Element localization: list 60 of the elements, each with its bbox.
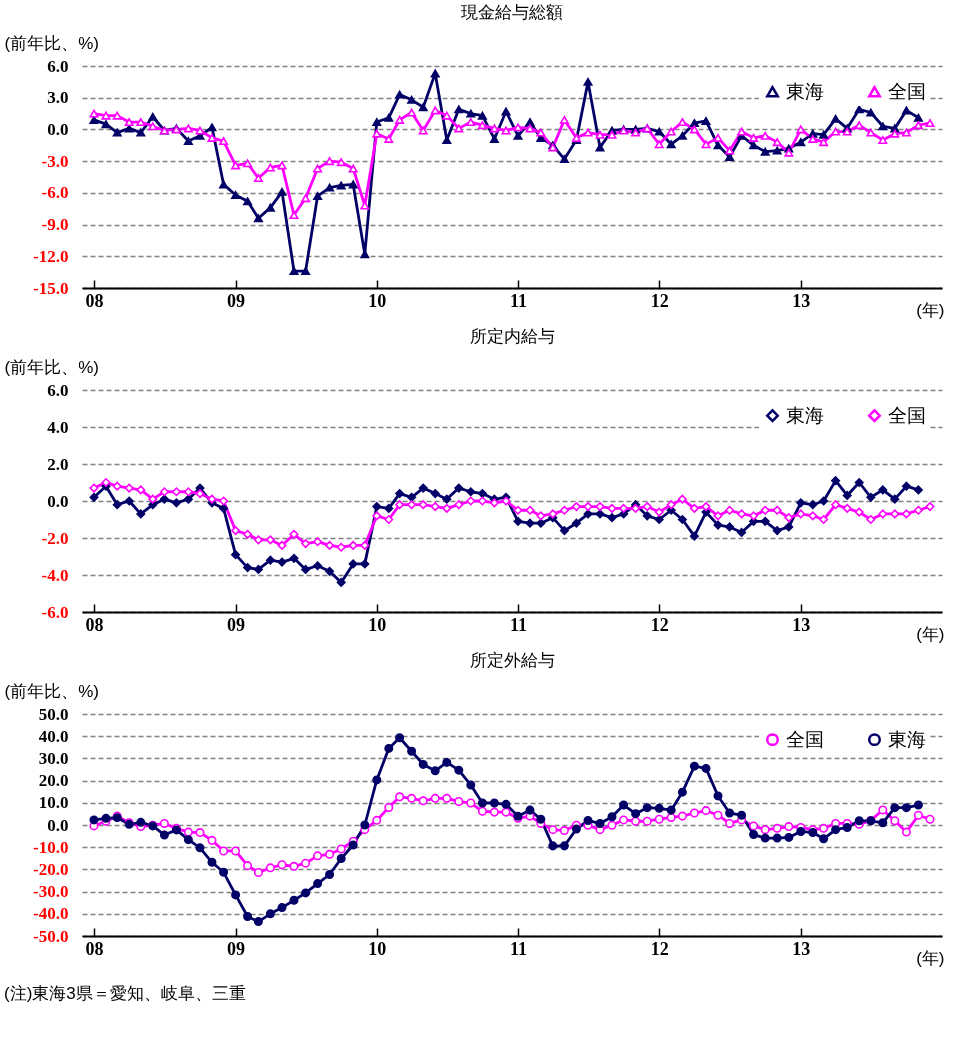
x-tick-label: 11 [509, 938, 527, 959]
legend-label: 東海 [888, 728, 926, 750]
x-tick-label: 08 [85, 614, 104, 635]
legend-label: 全国 [786, 728, 824, 750]
x-tick-label: 08 [85, 938, 104, 959]
x-tick-label: 12 [650, 614, 669, 635]
x-tick-label: 10 [368, 614, 387, 635]
text: (注)東海3県＝愛知、岐阜、三重 [4, 984, 246, 1003]
y-tick-label: -3.0 [41, 151, 69, 171]
chart-title: 現金給与総額 [461, 3, 563, 22]
chart-title: 所定内給与 [469, 327, 555, 346]
y-tick-label: 0.0 [47, 491, 69, 511]
x-tick-label: 10 [368, 938, 387, 959]
legend-label: 東海 [786, 80, 824, 102]
y-tick-label: -10.0 [33, 837, 69, 857]
x-tick-label: 13 [792, 614, 811, 635]
x-tick-label: 11 [509, 614, 527, 635]
x-tick-label: 11 [509, 290, 527, 311]
y-tick-label: -6.0 [41, 602, 69, 622]
x-tick-label: 12 [650, 938, 669, 959]
y-tick-label: 3.0 [47, 88, 69, 108]
x-axis-title: (年) [916, 300, 945, 320]
y-tick-label: -15.0 [33, 278, 69, 298]
y-tick-label: -6.0 [41, 183, 69, 203]
x-tick-label: 13 [792, 290, 811, 311]
y-tick-label: 10.0 [38, 793, 69, 813]
x-axis-title: (年) [916, 948, 945, 968]
y-axis-title: (前年比、%) [4, 357, 99, 377]
y-axis-title: (前年比、%) [4, 681, 99, 701]
x-tick-label: 09 [227, 290, 246, 311]
y-tick-label: -20.0 [33, 859, 69, 879]
y-tick-label: 30.0 [38, 748, 69, 768]
chart-title: 所定外給与 [469, 651, 555, 670]
x-tick-label: 09 [227, 938, 246, 959]
y-tick-label: 50.0 [38, 704, 69, 724]
legend-label: 東海 [786, 404, 824, 426]
y-tick-label: 0.0 [47, 119, 69, 139]
y-tick-label: -50.0 [33, 926, 69, 946]
y-tick-label: 6.0 [47, 56, 69, 76]
y-tick-label: 2.0 [47, 454, 69, 474]
x-tick-label: 10 [368, 290, 387, 311]
y-tick-label: -40.0 [33, 904, 69, 924]
y-axis-title: (前年比、%) [4, 33, 99, 53]
y-tick-label: 4.0 [47, 417, 69, 437]
y-tick-label: 20.0 [38, 771, 69, 791]
y-tick-label: 0.0 [47, 815, 69, 835]
x-tick-label: 13 [792, 938, 811, 959]
legend-label: 全国 [888, 404, 926, 426]
y-tick-label: -4.0 [41, 565, 69, 585]
y-tick-label: 6.0 [47, 380, 69, 400]
y-tick-label: -9.0 [41, 215, 69, 235]
x-tick-label: 12 [650, 290, 669, 311]
x-axis-title: (年) [916, 624, 945, 644]
legend-label: 全国 [888, 80, 926, 102]
y-tick-label: -2.0 [41, 528, 69, 548]
y-tick-label: -12.0 [33, 246, 69, 266]
y-tick-label: -30.0 [33, 882, 69, 902]
y-tick-label: 40.0 [38, 726, 69, 746]
x-tick-label: 09 [227, 614, 246, 635]
x-tick-label: 08 [85, 290, 104, 311]
